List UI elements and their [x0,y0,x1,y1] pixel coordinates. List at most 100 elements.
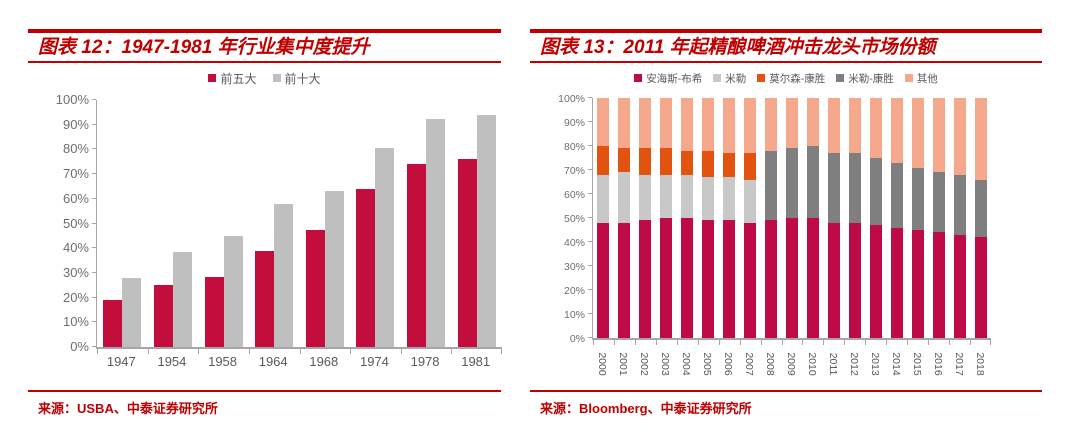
x-axis-label-text: 1974 [359,354,389,369]
y-tick-label: 70% [563,165,585,177]
y-tick-label: 30% [563,261,585,273]
x-axis-label: 2014 [885,341,906,387]
y-axis: 0% 10% 20% 30% 40% 50% 60% 70% 80% 90% 100% [530,93,592,345]
bar [153,285,173,347]
x-axis-label: 2002 [634,341,655,387]
x-tick-mark [907,340,909,345]
x-tick-mark [198,349,200,354]
legend: 前五大 前十大 [28,69,501,87]
x-tick-mark [760,340,762,345]
bar-segment [974,98,987,180]
bar-segment [660,217,673,338]
stacked-bar [865,98,886,338]
bar-group [97,100,148,347]
x-axis-label-text: 2012 [847,352,860,376]
y-tick-label: 0% [569,333,585,345]
x-tick-mark [248,349,250,354]
chart-title: 图表 12：1947-1981 年行业集中度提升 [38,37,370,58]
bar-segment [597,174,610,223]
x-axis-label-text: 2017 [952,352,965,376]
bar-segment [744,179,757,223]
x-axis-label: 2013 [864,341,885,387]
plot-row: 0% 10% 20% 30% 40% 50% 60% 70% 80% 90% 100% [28,92,502,354]
bar [103,300,123,347]
bar-segment [911,229,924,338]
x-axis-label-text: 2010 [805,352,818,376]
x-axis-label-text: 2016 [931,352,944,376]
legend-label: 米勒 [725,72,747,85]
x-tick-mark [990,340,991,345]
x-axis-label-text: 1968 [309,354,339,369]
legend-label: 安海斯-布希 [646,72,703,85]
y-tick-mark [588,169,592,170]
stacked-bar [823,98,844,338]
stacked-bar [677,98,698,338]
legend-swatch [904,74,913,82]
x-axis-label-text: 1978 [410,354,440,369]
y-tick-label: 10% [563,309,585,321]
bar [324,191,344,347]
x-axis-label: 1947 [96,351,147,373]
x-axis-label: 2017 [948,341,969,387]
stacked-bar [761,98,782,338]
bar-segment [890,162,903,228]
bar-segment [723,177,736,221]
bar-segment [890,227,903,338]
bar-segment [597,98,610,146]
x-axis-label: 2008 [760,341,781,387]
x-tick-mark [350,349,352,354]
x-axis-label-text: 1954 [157,354,187,369]
bar-segment [618,148,631,173]
bar-group [198,100,249,347]
bar-segment [618,222,631,338]
bar-segment [953,174,966,235]
bar-segment [702,98,715,151]
bar [255,250,275,347]
bar [172,251,192,347]
x-axis-label: 2003 [655,341,676,387]
bar-segment [827,222,840,338]
y-tick-mark [92,346,96,347]
bar-segment [974,237,987,338]
x-tick-mark [299,349,301,354]
bar-segment [932,98,945,173]
x-tick-mark [97,349,98,354]
x-tick-mark [613,340,615,345]
bar-segment [974,179,987,238]
x-labels: 2000 2001 2002 2003 2004 2005 2006 2007 2008 2009… [530,341,1042,387]
y-tick-mark [588,193,592,194]
x-tick-mark [823,340,825,345]
x-tick-mark [781,340,783,345]
x-axis-label-text: 2015 [910,352,923,376]
chart-panel-industry-concentration: 图表 12：1947-1981 年行业集中度提升 前五大 前十大 0% 10% 20%… [28,29,502,432]
bar-segment [848,98,861,154]
bar-segment [869,98,882,158]
stacked-bar [844,98,865,338]
x-axis-label-text: 2014 [889,352,902,376]
x-tick-mark [147,349,149,354]
bar-segment [744,222,757,338]
x-tick-mark [676,340,678,345]
bar-segment [869,225,882,338]
y-tick-label: 20% [563,285,585,297]
legend: 安海斯-布希 米勒 莫尔森-康胜 米勒-康胜 其他 [530,69,1042,87]
x-axis-label-text: 1981 [461,354,491,369]
x-axis-label-text: 2002 [638,352,651,376]
stacked-bar [886,98,907,338]
panel-bottom-rule [530,390,1042,392]
bar-segment [911,167,924,230]
x-axis-label-text: 2001 [617,352,630,376]
bar-segment [702,150,715,178]
x-axis-label-text: 2018 [973,352,986,376]
x-axis-label-text: 1964 [258,354,288,369]
y-tick-label: 20% [62,289,89,305]
bar-segment [785,217,798,338]
x-tick-mark [844,340,846,345]
x-axis-label-text: 2008 [764,352,777,376]
x-axis-label: 1964 [248,351,299,373]
bar-group [401,100,452,347]
x-axis-label-text: 2007 [743,352,756,376]
bar-segment [618,172,631,223]
bar [457,159,477,347]
bar-segment [848,222,861,338]
